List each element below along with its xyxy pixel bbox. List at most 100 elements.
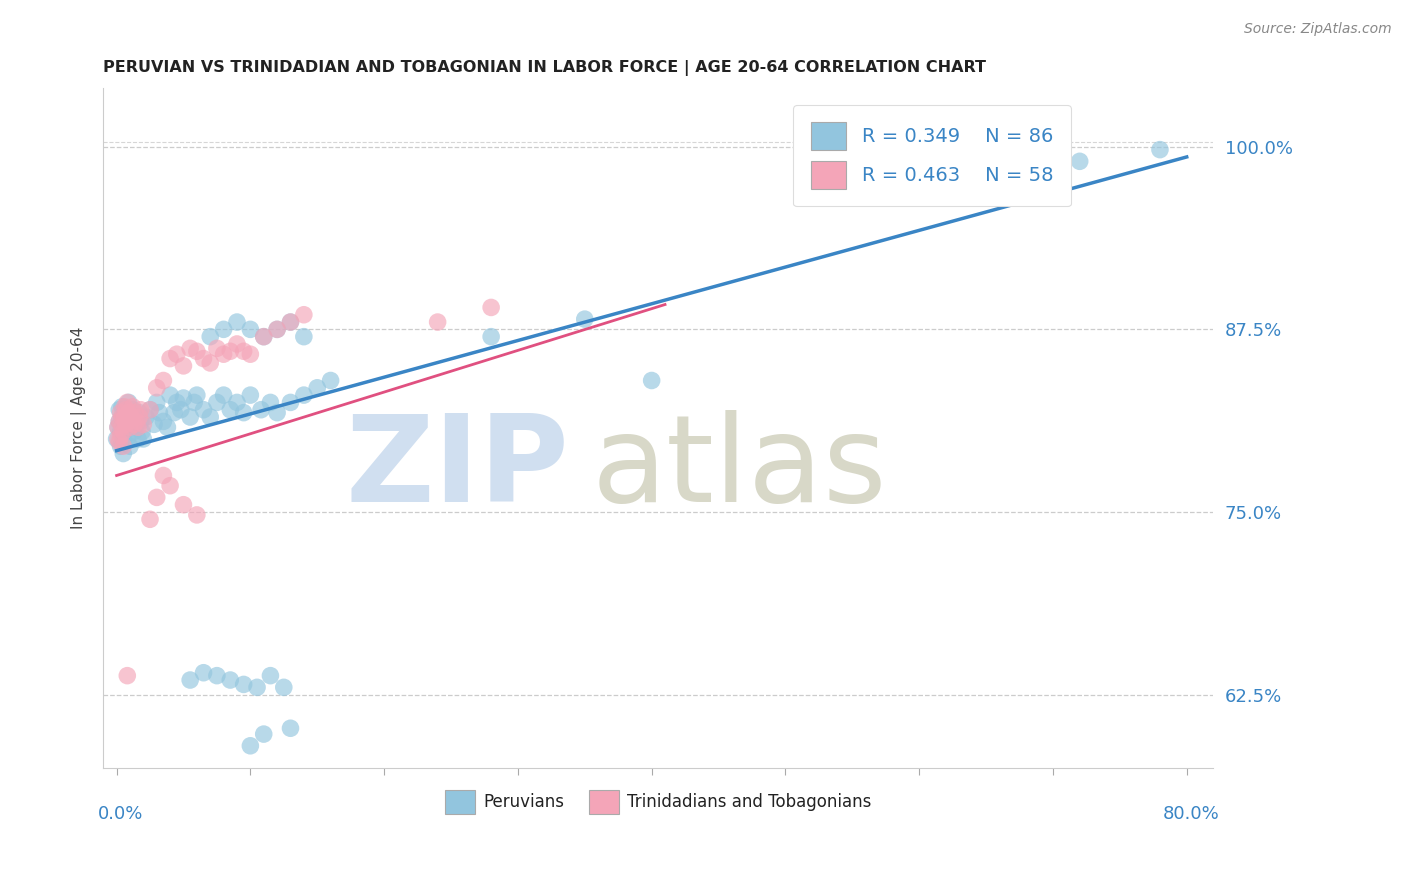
Point (266, 322, 288, 336)
Point (166, 347, 188, 361)
Point (319, 374, 342, 388)
Point (128, 410, 150, 425)
Point (574, 312, 596, 326)
Point (114, 402, 136, 417)
Point (226, 395, 249, 409)
Point (117, 406, 139, 420)
Point (125, 414, 148, 428)
Text: PERUVIAN VS TRINIDADIAN AND TOBAGONIAN IN LABOR FORCE | AGE 20-64 CORRELATION CH: PERUVIAN VS TRINIDADIAN AND TOBAGONIAN I… (103, 60, 986, 76)
Point (114, 400, 136, 414)
Point (239, 322, 262, 336)
Point (179, 410, 201, 425)
Point (226, 315, 249, 329)
Point (479, 301, 502, 315)
Point (111, 410, 134, 425)
Point (172, 498, 194, 512)
Point (219, 344, 242, 359)
Point (266, 406, 288, 420)
Point (114, 410, 136, 425)
Point (105, 432, 128, 446)
Point (239, 347, 262, 361)
Point (118, 420, 141, 434)
Point (115, 422, 138, 436)
Point (121, 402, 143, 417)
Point (307, 381, 329, 395)
Point (128, 406, 150, 420)
Point (125, 417, 148, 432)
Point (139, 402, 162, 417)
Y-axis label: In Labor Force | Age 20-64: In Labor Force | Age 20-64 (72, 326, 87, 529)
Point (280, 315, 302, 329)
Point (111, 420, 134, 434)
Point (232, 406, 254, 420)
Point (212, 322, 235, 336)
Point (156, 420, 179, 434)
Point (200, 410, 222, 425)
Point (108, 402, 131, 417)
Point (226, 337, 249, 351)
Point (121, 400, 143, 414)
Point (132, 417, 155, 432)
Point (108, 414, 131, 428)
Point (108, 414, 131, 428)
Point (143, 417, 166, 432)
Point (246, 681, 269, 695)
Point (145, 381, 167, 395)
Point (152, 468, 174, 483)
Point (193, 402, 215, 417)
Point (117, 414, 139, 428)
Point (117, 417, 139, 432)
Point (166, 395, 188, 409)
Text: atlas: atlas (592, 410, 887, 527)
Point (159, 388, 181, 402)
Point (124, 410, 146, 425)
Text: Source: ZipAtlas.com: Source: ZipAtlas.com (1244, 22, 1392, 37)
Point (280, 315, 302, 329)
Point (152, 374, 174, 388)
Point (259, 668, 281, 682)
Point (273, 681, 295, 695)
Point (253, 727, 276, 741)
Point (640, 374, 662, 388)
Point (139, 512, 162, 526)
Point (232, 344, 254, 359)
Point (120, 414, 142, 428)
Point (426, 315, 449, 329)
Point (112, 446, 135, 460)
Point (117, 395, 139, 409)
Point (131, 425, 153, 439)
Point (129, 402, 152, 417)
Point (200, 329, 222, 343)
Point (129, 414, 152, 428)
Point (186, 508, 208, 522)
Point (148, 406, 170, 420)
Point (110, 439, 132, 453)
Point (186, 388, 208, 402)
Point (280, 721, 302, 735)
Legend: Peruvians, Trinidadians and Tobagonians: Peruvians, Trinidadians and Tobagonians (439, 783, 879, 821)
Point (118, 439, 141, 453)
Point (152, 414, 174, 428)
Point (107, 432, 129, 446)
Point (163, 406, 186, 420)
Point (112, 439, 135, 453)
Point (110, 425, 132, 439)
Point (132, 432, 155, 446)
Point (107, 420, 129, 434)
Point (179, 673, 201, 687)
Point (186, 344, 208, 359)
Point (115, 410, 138, 425)
Point (145, 395, 167, 409)
Point (253, 329, 276, 343)
Point (172, 359, 194, 373)
Point (115, 417, 138, 432)
Point (205, 342, 228, 356)
Point (112, 425, 135, 439)
Point (1149, 143, 1171, 157)
Point (193, 665, 215, 680)
Point (292, 308, 315, 322)
Point (127, 432, 149, 446)
Point (107, 420, 129, 434)
Point (117, 432, 139, 446)
Point (159, 479, 181, 493)
